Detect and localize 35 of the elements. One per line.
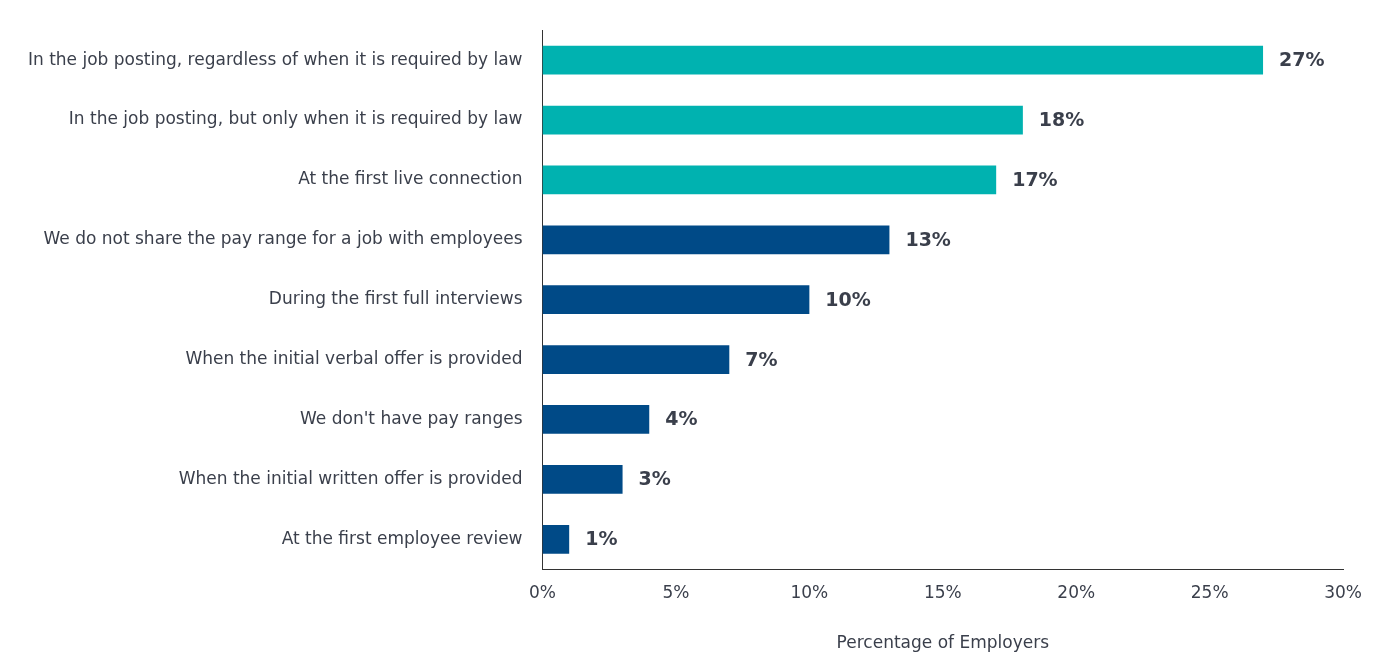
- data-label: 17%: [1012, 167, 1058, 190]
- y-tick-label: In the job posting, but only when it is required by law: [68, 108, 523, 129]
- data-label: 18%: [1038, 107, 1085, 130]
- y-tick-label: We do not share the pay range for a job with employees: [43, 228, 523, 249]
- bar: [542, 105, 1023, 135]
- bar: [542, 405, 650, 434]
- data-label: 10%: [825, 287, 871, 310]
- x-tick-label: 0%: [529, 581, 556, 602]
- x-tick-label: 15%: [923, 581, 962, 602]
- data-label: 27%: [1279, 48, 1325, 71]
- bar: [542, 464, 623, 494]
- y-tick-label: We don't have pay ranges: [300, 407, 523, 428]
- y-tick-label: When the initial verbal offer is provided: [185, 348, 523, 369]
- y-tick-label: At the first employee review: [281, 527, 523, 548]
- bar: [542, 165, 997, 195]
- x-tick-label: 25%: [1190, 581, 1229, 602]
- y-tick-label: At the first live connection: [298, 168, 523, 189]
- y-tick-label: When the initial written offer is provided: [178, 467, 523, 488]
- bar: [542, 285, 810, 315]
- data-label: 1%: [585, 527, 618, 550]
- bar: [542, 225, 890, 255]
- data-label: 13%: [905, 227, 951, 250]
- y-tick-label: During the first full interviews: [268, 288, 523, 309]
- x-axis-title: Percentage of Employers: [836, 632, 1050, 653]
- x-tick-label: 10%: [790, 581, 829, 602]
- y-tick-label: In the job posting, regardless of when it is required by law: [27, 48, 523, 69]
- data-label: 3%: [638, 467, 671, 490]
- bar: [542, 45, 1264, 75]
- x-tick-label: 20%: [1057, 581, 1096, 602]
- bar: [542, 345, 730, 374]
- x-tick-label: 30%: [1324, 581, 1363, 602]
- data-label: 7%: [745, 347, 778, 370]
- data-label: 4%: [665, 407, 698, 430]
- x-tick-label: 5%: [662, 581, 690, 602]
- bar: [542, 524, 570, 554]
